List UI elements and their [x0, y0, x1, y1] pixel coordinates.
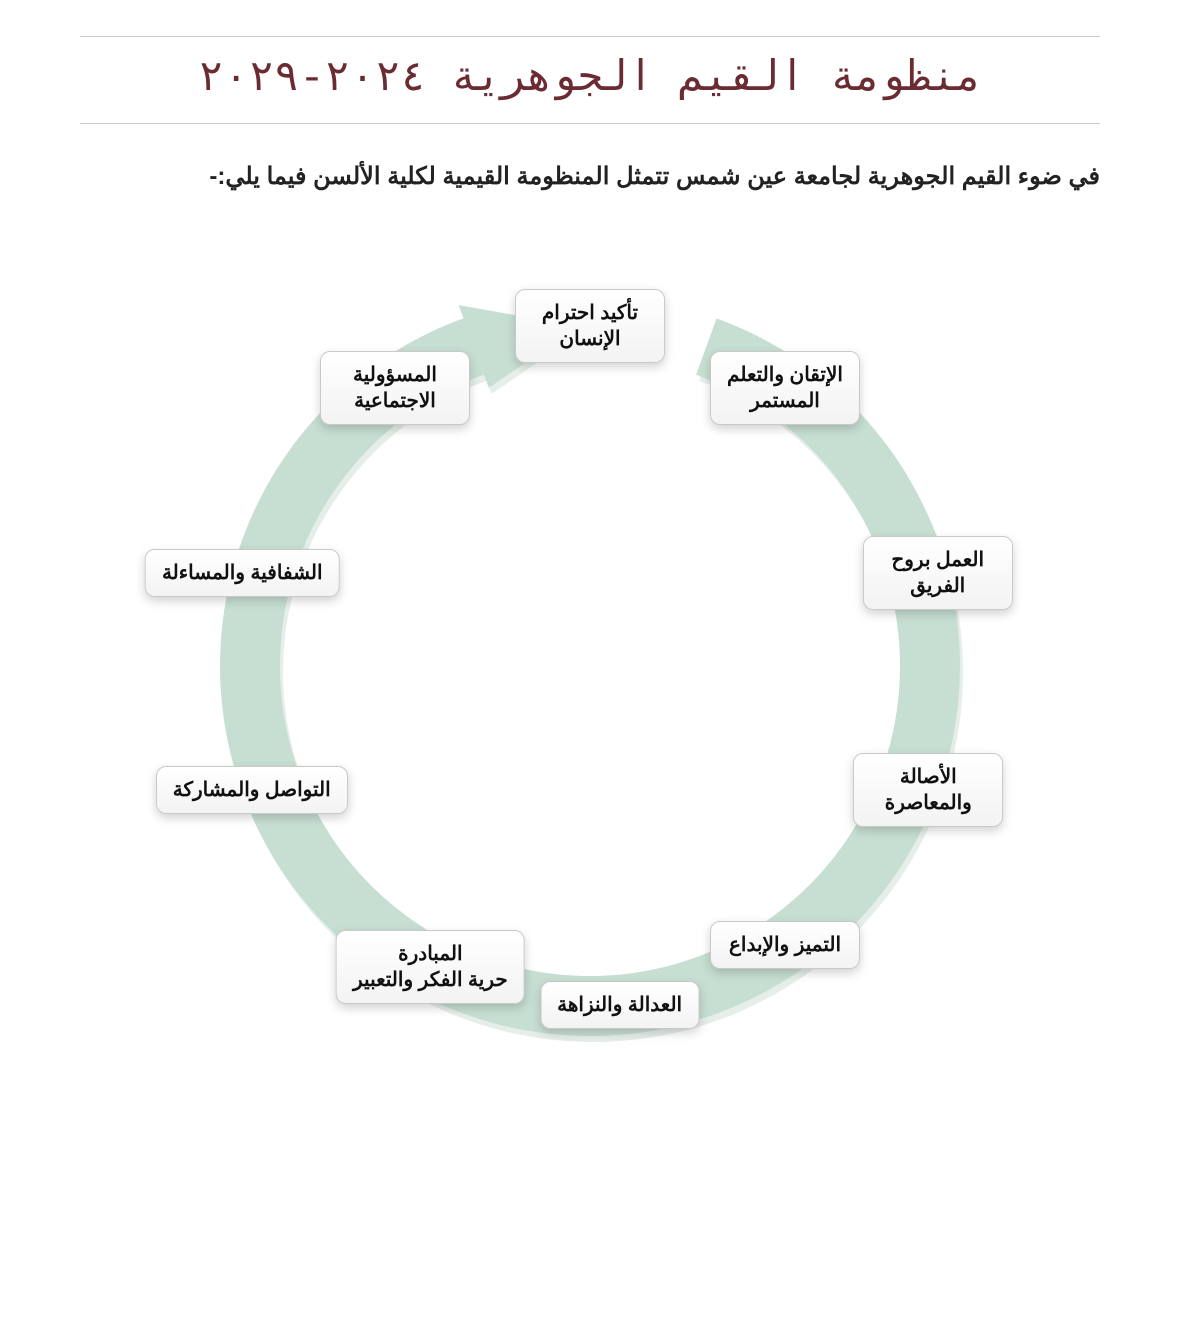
value-node: تأكيد احترام الإنسان	[515, 289, 665, 363]
value-node: الإتقان والتعلم المستمر	[710, 351, 860, 425]
value-node: الأصالة والمعاصرة	[853, 753, 1003, 827]
value-node: المسؤولية الاجتماعية	[320, 351, 470, 425]
value-node: الشفافية والمساءلة	[145, 549, 340, 597]
top-rule	[80, 36, 1100, 37]
values-circular-diagram: تأكيد احترام الإنسان الإتقان والتعلم المس…	[160, 236, 1020, 1096]
title-underline	[80, 123, 1100, 124]
cycle-arrow-ring	[160, 236, 1020, 1096]
value-node: العدالة والنزاهة	[540, 981, 699, 1029]
intro-text: في ضوء القيم الجوهرية لجامعة عين شمس تتم…	[80, 158, 1100, 196]
page: منظومة القيم الجوهرية ٢٠٢٤-٢٠٢٩ في ضوء ا…	[0, 0, 1180, 1156]
page-title: منظومة القيم الجوهرية ٢٠٢٤-٢٠٢٩	[80, 43, 1100, 117]
value-node: المبادرة حرية الفكر والتعبير	[336, 930, 525, 1004]
value-node: التواصل والمشاركة	[156, 766, 348, 814]
value-node: العمل بروح الفريق	[863, 536, 1013, 610]
value-node: التميز والإبداع	[710, 921, 860, 969]
